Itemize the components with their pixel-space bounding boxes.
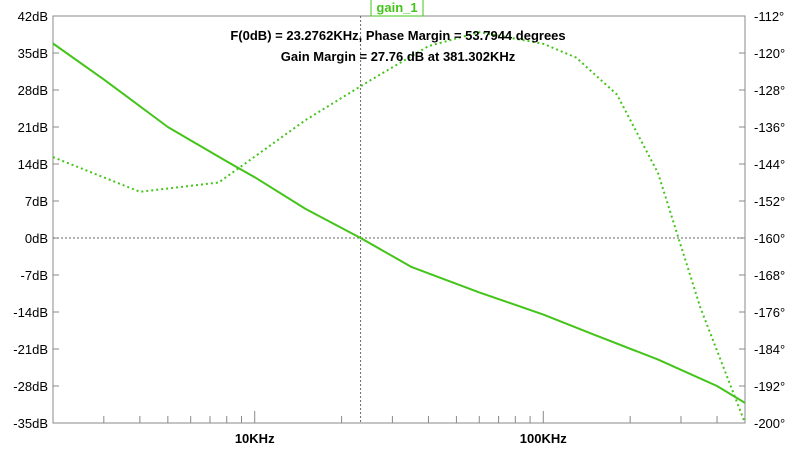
right-y-tick-label: -200° [754,416,785,431]
right-y-tick-label: -120° [754,46,785,61]
phase-margin-annotation: F(0dB) = 23.2762KHz, Phase Margin = 53.7… [230,28,565,43]
left-y-tick-label: 21dB [18,120,48,135]
right-y-axis: -112° -120° -128° -136° -144° -152° -160° -168°… [739,9,785,431]
left-y-tick-label: -21dB [13,342,48,357]
x-tick-label: 10KHz [235,431,275,446]
gain-series-line [52,42,746,404]
plot-frame [52,15,746,424]
gain-margin-annotation: Gain Margin = 27.76 dB at 381.302KHz [281,49,516,64]
right-y-tick-label: -176° [754,305,785,320]
series-layer [52,31,746,424]
left-y-axis: 42dB 35dB 28dB 21dB 14dB 7dB 0dB -7dB -14dB -21dB… [13,9,59,431]
left-y-tick-label: 0dB [25,231,48,246]
x-axis: 10KHz 100KHz [52,411,746,446]
right-y-tick-label: -168° [754,268,785,283]
left-y-tick-label: -14dB [13,305,48,320]
left-y-tick-label: -28dB [13,379,48,394]
left-y-tick-label: 42dB [18,9,48,24]
left-y-tick-label: 28dB [18,83,48,98]
left-y-tick-label: 35dB [18,46,48,61]
crossover-guides [53,16,745,423]
right-y-tick-label: -128° [754,83,785,98]
left-y-tick-label: -35dB [13,416,48,431]
right-y-tick-label: -112° [754,9,784,24]
left-y-tick-label: 7dB [25,194,48,209]
trace-label: gain_1 [376,0,417,15]
trace-label-box: gain_1 [370,0,424,17]
right-y-tick-label: -152° [754,194,785,209]
left-y-tick-label: 14dB [18,157,48,172]
right-y-tick-label: -160° [754,231,785,246]
x-tick-label: 100KHz [520,431,567,446]
right-y-tick-label: -136° [754,120,785,135]
right-y-tick-label: -192° [754,379,785,394]
left-y-tick-label: -7dB [21,268,48,283]
phase-series-line [52,31,746,424]
right-y-tick-label: -184° [754,342,785,357]
right-y-tick-label: -144° [754,157,785,172]
